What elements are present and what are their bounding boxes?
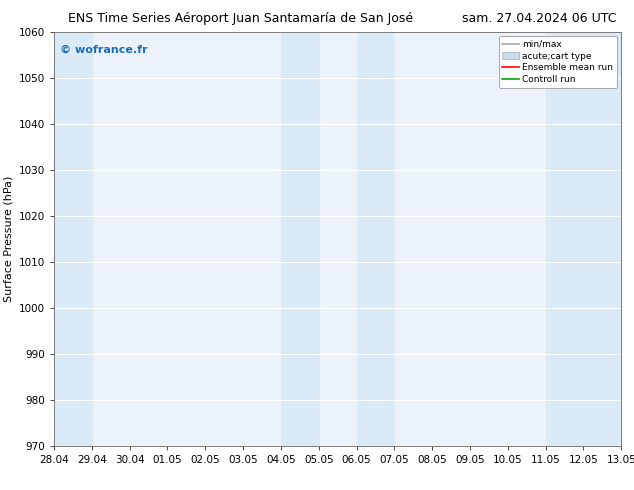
Bar [281, 32, 319, 446]
Text: ENS Time Series Aéroport Juan Santamaría de San José: ENS Time Series Aéroport Juan Santamaría… [68, 12, 413, 25]
Bar [546, 32, 583, 446]
Bar [356, 32, 394, 446]
Text: sam. 27.04.2024 06 UTC: sam. 27.04.2024 06 UTC [462, 12, 616, 25]
Legend: min/max, acute;cart type, Ensemble mean run, Controll run: min/max, acute;cart type, Ensemble mean … [499, 36, 617, 88]
Y-axis label: Surface Pressure (hPa): Surface Pressure (hPa) [3, 176, 13, 302]
Bar [583, 32, 621, 446]
Bar [54, 32, 92, 446]
Text: © wofrance.fr: © wofrance.fr [60, 44, 147, 54]
